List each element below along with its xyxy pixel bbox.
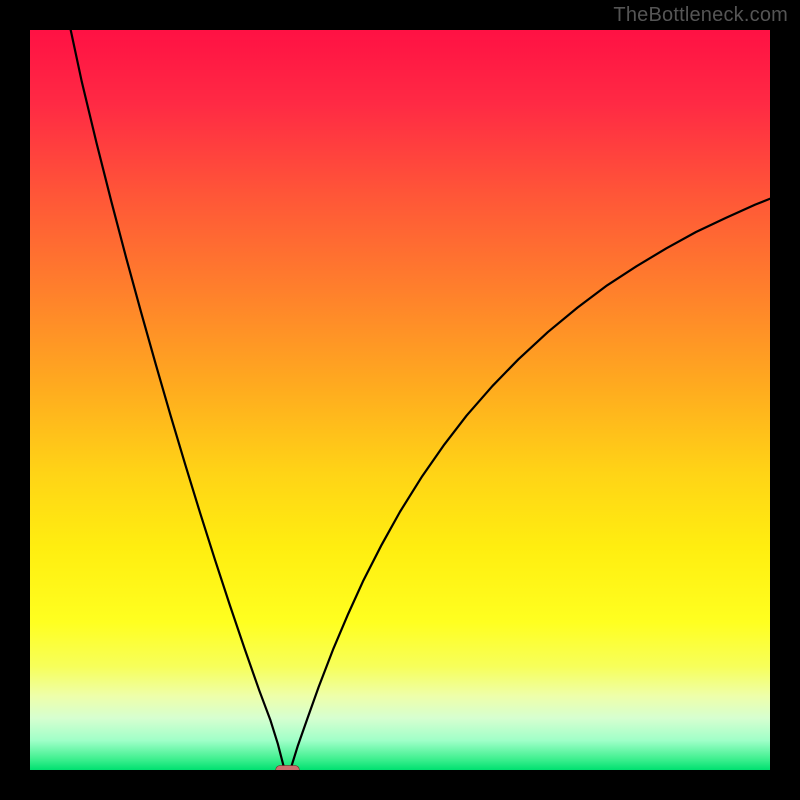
plot-area [30, 30, 770, 770]
plot-svg [30, 30, 770, 770]
chart-canvas: TheBottleneck.com [0, 0, 800, 800]
optimal-marker [276, 766, 300, 770]
watermark-text: TheBottleneck.com [613, 4, 788, 27]
gradient-background [30, 30, 770, 770]
